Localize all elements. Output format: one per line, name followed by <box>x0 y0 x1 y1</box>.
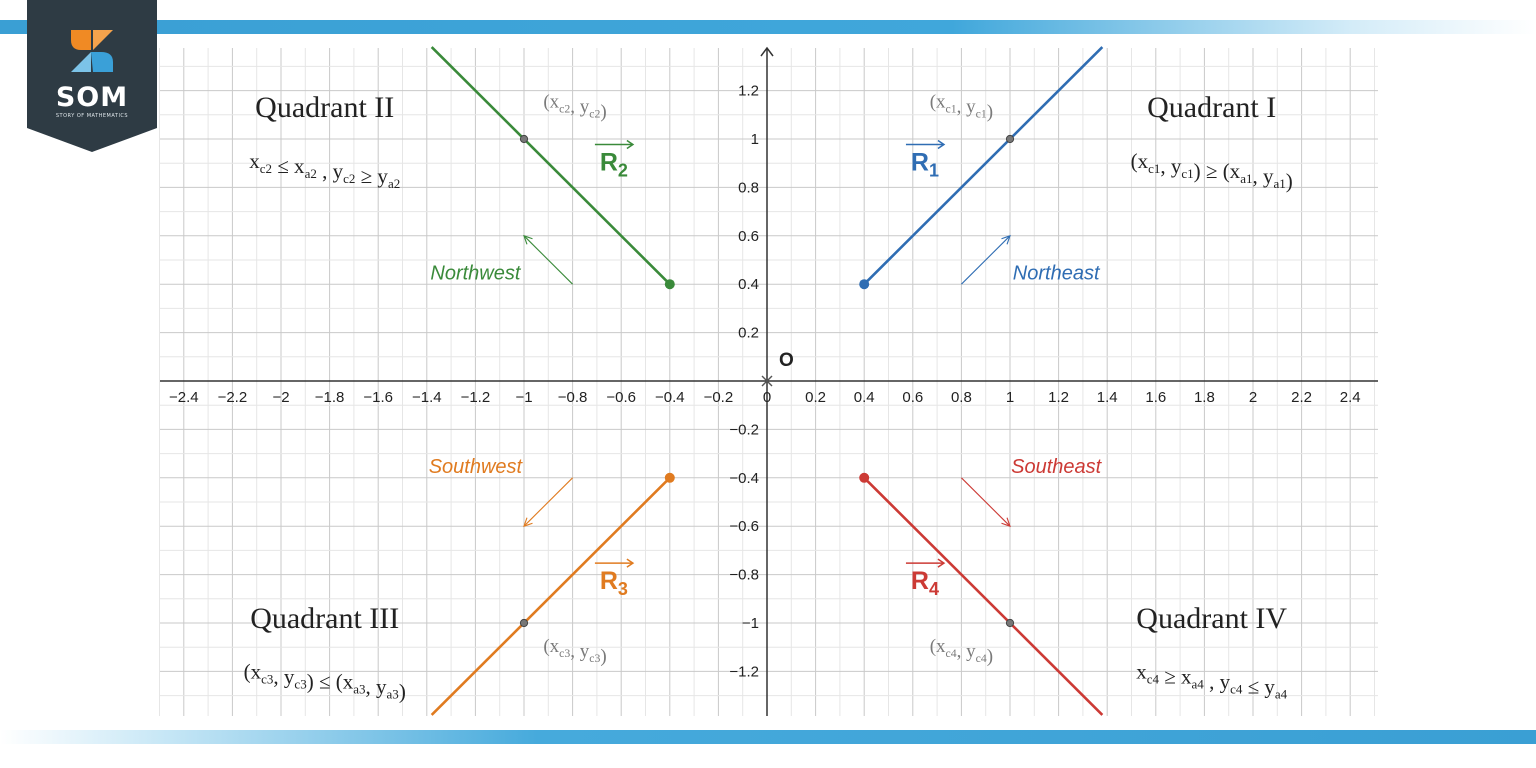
ray-start-point <box>664 279 675 290</box>
logo-text: SOM <box>55 82 129 113</box>
y-tick-label: −0.2 <box>729 421 759 438</box>
origin-label: O <box>779 350 794 371</box>
point-label: (xc3, yc3) <box>543 636 606 667</box>
vector-label: R3 <box>600 567 628 599</box>
y-tick-label: −0.4 <box>729 470 759 487</box>
tick-labels: −2.4 −2.2 −2 −1.8 −1.6 −1.4 −1.2 −1 −0.8 −0.6 −0.4… <box>169 83 1361 681</box>
y-axis-arrow <box>760 46 774 57</box>
x-tick-label: 0.8 <box>951 389 972 406</box>
x-tick-label: −2.4 <box>169 389 199 406</box>
vector-arrow-head <box>937 558 946 568</box>
y-tick-label: −0.8 <box>729 567 759 584</box>
direction-arrow <box>523 235 573 285</box>
direction-arrow-head <box>523 517 533 528</box>
logo-mark-icon <box>71 30 113 72</box>
quadrant-title: Quadrant IV <box>1136 602 1287 635</box>
direction-arrow-head <box>1001 234 1011 245</box>
y-tick-label: −1 <box>742 615 759 632</box>
logo-badge-shape <box>27 0 157 152</box>
ray-through-point <box>519 134 529 144</box>
direction-arrow <box>961 235 1011 285</box>
direction-label: Northeast <box>1013 262 1101 284</box>
axes: O <box>160 46 1378 716</box>
x-tick-label: −1.2 <box>461 389 491 406</box>
x-tick-label: 1 <box>1006 389 1014 406</box>
direction-arrow-head <box>523 234 533 245</box>
y-tick-label: −1.2 <box>729 663 759 680</box>
ray-start-point <box>859 279 870 290</box>
ray-I <box>863 46 1104 286</box>
x-tick-label: −0.8 <box>558 389 588 406</box>
x-tick-label: 0 <box>763 389 771 406</box>
point-label: (xc2, yc2) <box>543 92 606 123</box>
vector-label: R1 <box>911 148 939 180</box>
ray-through-point <box>1005 134 1015 144</box>
x-tick-label: 1.4 <box>1097 389 1118 406</box>
direction-label: Northwest <box>430 262 521 284</box>
vector-arrow-head <box>626 139 635 150</box>
direction-label: Southeast <box>1011 456 1103 478</box>
ray-III <box>430 476 671 716</box>
y-tick-label: 1.2 <box>738 83 759 100</box>
quadrant-title: Quadrant III <box>250 602 399 635</box>
point-label: (xc4, yc4) <box>930 636 993 667</box>
ray-through-point <box>519 618 529 628</box>
vector-label: R4 <box>911 567 939 599</box>
x-tick-label: 0.6 <box>902 389 923 406</box>
x-tick-label: 2 <box>1249 389 1257 406</box>
series-rays <box>430 46 1104 716</box>
direction-arrow <box>523 477 573 527</box>
direction-arrow-head <box>1001 517 1011 528</box>
x-tick-label: −1.4 <box>412 389 442 406</box>
x-tick-label: 1.8 <box>1194 389 1215 406</box>
direction-label: Southwest <box>429 456 524 478</box>
ray-start-point <box>664 472 675 483</box>
x-tick-label: 1.2 <box>1048 389 1069 406</box>
ray-IV <box>863 476 1104 716</box>
y-tick-label: 0.6 <box>738 228 759 245</box>
y-tick-label: 0.2 <box>738 325 759 342</box>
ray-through-point <box>1005 618 1015 628</box>
x-tick-label: −1.6 <box>363 389 393 406</box>
quadrant-title: Quadrant I <box>1147 91 1276 124</box>
x-tick-label: −2 <box>272 389 289 406</box>
x-tick-label: 0.4 <box>854 389 875 406</box>
y-tick-label: −0.6 <box>729 518 759 535</box>
x-tick-label: −1 <box>515 389 532 406</box>
vector-arrow-head <box>626 558 635 568</box>
direction-arrow <box>961 477 1011 527</box>
bottom-accent-band <box>0 730 1536 744</box>
quadrant-condition: (xc3, yc3) ≤ (xa3, ya3) <box>244 660 406 704</box>
x-tick-label: −2.2 <box>218 389 248 406</box>
quadrant-condition: xc4 ≥ xa4 , yc4 ≤ ya4 <box>1136 660 1287 702</box>
quadrant-condition: (xc1, yc1) ≥ (xa1, ya1) <box>1131 149 1293 193</box>
grid-lines <box>159 48 1378 716</box>
ray-II <box>430 46 671 286</box>
vector-label: R2 <box>600 148 628 180</box>
x-tick-label: 2.4 <box>1340 389 1361 406</box>
x-tick-label: 2.2 <box>1291 389 1312 406</box>
y-tick-label: 0.4 <box>738 276 759 293</box>
x-tick-label: −0.2 <box>704 389 734 406</box>
vector-arrow-head <box>937 139 946 150</box>
som-logo: SOM STORY OF MATHEMATICS <box>27 0 157 152</box>
x-tick-label: −0.6 <box>606 389 636 406</box>
logo-subtext: STORY OF MATHEMATICS <box>55 113 129 119</box>
x-tick-label: −0.4 <box>655 389 685 406</box>
ray-start-point <box>859 472 870 483</box>
x-tick-label: 0.2 <box>805 389 826 406</box>
top-accent-band <box>0 20 1536 34</box>
origin-marker <box>761 375 773 387</box>
x-tick-label: 1.6 <box>1145 389 1166 406</box>
x-tick-label: −1.8 <box>315 389 345 406</box>
quadrant-title: Quadrant II <box>255 91 394 124</box>
y-tick-label: 0.8 <box>738 179 759 196</box>
y-tick-label: 1 <box>751 131 759 148</box>
annotations: R1 (xc1, yc1) Northeast R2 (xc2, yc2) Northwe… <box>244 91 1293 703</box>
quadrant-condition: xc2 ≤ xa2 , yc2 ≥ ya2 <box>249 149 400 191</box>
point-label: (xc1, yc1) <box>930 92 993 123</box>
